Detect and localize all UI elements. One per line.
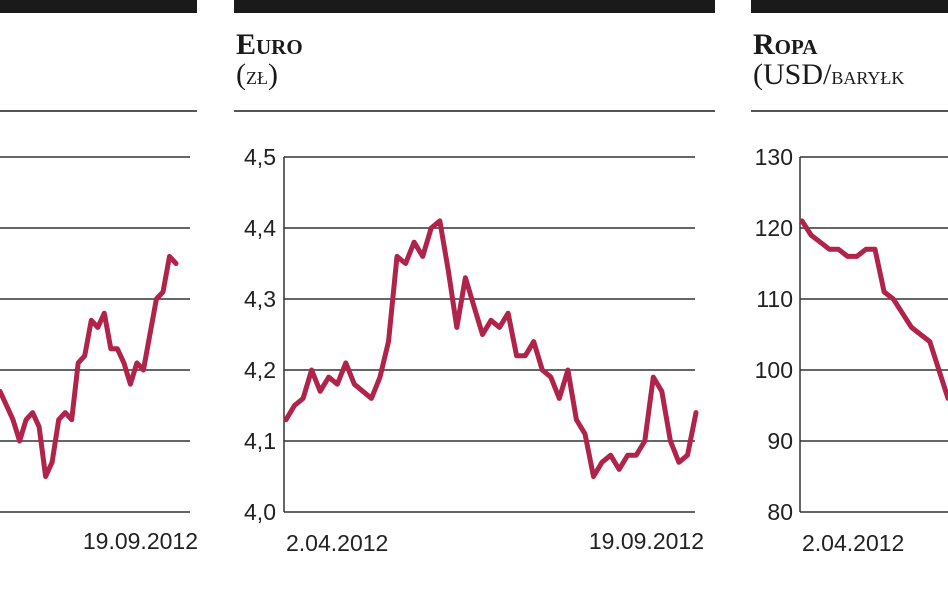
oil-y-tick-label: 120 <box>755 215 793 241</box>
oil-unit: (USD/baryłk <box>753 60 904 90</box>
euro-y-tick-label: 4,3 <box>244 286 276 312</box>
euro-y-tick-label: 4,2 <box>244 357 276 383</box>
euro-unit-close: ) <box>268 58 278 91</box>
rule-left <box>0 110 197 112</box>
euro-unit-open: ( <box>236 58 246 91</box>
left-x-end-label: 19.09.2012 <box>83 528 198 554</box>
euro-x-start-label: 2.04.2012 <box>286 530 388 556</box>
oil-y-tick-label: 100 <box>755 357 793 383</box>
oil-y-tick-label: 130 <box>755 144 793 170</box>
euro-title: Euro <box>236 28 303 61</box>
oil-title: Ropa <box>753 28 818 61</box>
header-bar-left <box>0 0 197 13</box>
rule-middle <box>234 110 715 112</box>
euro-unit-currency: zł <box>246 61 268 90</box>
euro-y-tick-label: 4,1 <box>244 428 276 454</box>
left-series-line <box>0 253 179 479</box>
oil-series-line <box>799 218 948 401</box>
oil-y-tick-label: 80 <box>767 499 793 525</box>
euro-y-tick-label: 4,0 <box>244 499 276 525</box>
euro-unit: (zł) <box>236 60 278 90</box>
oil-unit-open: (USD/ <box>753 58 832 91</box>
oil-x-start-label: 2.04.2012 <box>802 530 904 556</box>
oil-unit-barrel: baryłk <box>831 61 905 90</box>
euro-y-tick-label: 4,5 <box>244 144 276 170</box>
euro-series-line <box>283 218 699 479</box>
oil-y-tick-label: 110 <box>756 286 793 312</box>
rule-right <box>751 110 948 112</box>
header-bar-middle <box>234 0 715 13</box>
euro-x-end-label: 19.09.2012 <box>589 528 704 554</box>
header-bar-right <box>751 0 948 13</box>
euro-y-tick-label: 4,4 <box>244 215 276 241</box>
oil-y-tick-label: 90 <box>767 428 793 454</box>
